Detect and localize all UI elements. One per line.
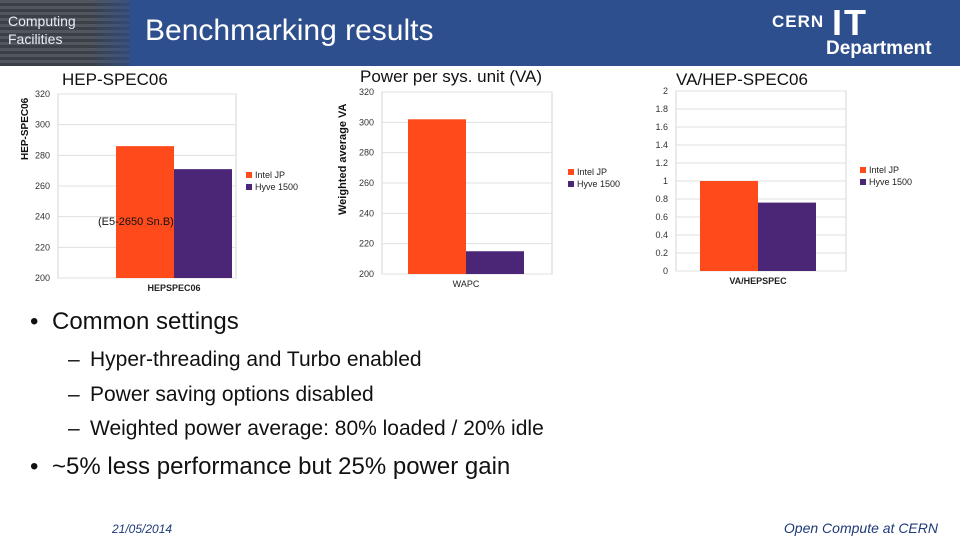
hepspec-panel-title: HEP-SPEC06 xyxy=(62,70,168,89)
bullet-common-settings: • Common settings xyxy=(30,308,239,336)
y-tick-label: 0 xyxy=(663,266,668,276)
x-category-label: HEPSPEC06 xyxy=(147,283,200,293)
hepspec-chart: 200 220 240 260 280 300 320 HEPSPEC06 Intel JP Hy… xyxy=(35,89,298,293)
y-tick-label: 1.8 xyxy=(655,104,668,114)
y-tick-label: 300 xyxy=(35,120,50,130)
y-tick-label: 0.4 xyxy=(655,230,668,240)
sub-bullet: – Power saving options disabled xyxy=(68,383,374,407)
sub-bullet-text: Weighted power average: 80% loaded / 20%… xyxy=(90,417,544,440)
bullet-marker: • xyxy=(30,308,39,335)
legend-label: Intel JP xyxy=(869,165,899,175)
header-bar: Computing Facilities Benchmarking result… xyxy=(0,0,960,66)
y-tick-label: 0.2 xyxy=(655,248,668,258)
legend-label: Intel JP xyxy=(577,167,607,177)
y-tick-label: 320 xyxy=(359,87,374,97)
x-category-label: VA/HEPSPEC xyxy=(729,276,787,286)
y-tick-label: 280 xyxy=(35,150,50,160)
dash-marker: – xyxy=(68,417,80,440)
sub-bullet: – Hyper-threading and Turbo enabled xyxy=(68,348,422,372)
y-tick-label: 1.6 xyxy=(655,122,668,132)
legend-swatch xyxy=(246,172,252,178)
bar-intel-jp xyxy=(408,119,466,274)
y-tick-label: 200 xyxy=(35,273,50,283)
header-pattern xyxy=(0,0,170,66)
y-tick-label: 0.6 xyxy=(655,212,668,222)
legend-swatch xyxy=(568,181,574,187)
y-tick-label: 300 xyxy=(359,117,374,127)
y-tick-label: 220 xyxy=(35,242,50,252)
legend-label: Hyve 1500 xyxy=(577,179,620,189)
y-tick-label: 1.2 xyxy=(655,158,668,168)
y-tick-label: 200 xyxy=(359,269,374,279)
legend-label: Intel JP xyxy=(255,170,285,180)
y-tick-label: 280 xyxy=(359,148,374,158)
logo-cern: CERN xyxy=(772,12,825,31)
sub-bullet-text: Hyper-threading and Turbo enabled xyxy=(90,348,422,371)
y-tick-label: 0.8 xyxy=(655,194,668,204)
logo-department: Department xyxy=(826,38,932,59)
y-tick-label: 220 xyxy=(359,239,374,249)
bar-intel-jp xyxy=(116,146,174,278)
power-panel-title: Power per sys. unit (VA) xyxy=(360,67,543,86)
y-tick-label: 260 xyxy=(359,178,374,188)
y-tick-label: 240 xyxy=(35,212,50,222)
legend-swatch xyxy=(246,184,252,190)
legend-swatch xyxy=(860,179,866,185)
footer-event: Open Compute at CERN xyxy=(783,520,938,536)
ratio-chart: 0 0.2 0.4 0.6 0.8 1 1.2 1.4 1.6 1.8 2 VA/HEPSPEC Int… xyxy=(655,86,912,286)
y-tick-label: 1 xyxy=(663,176,668,186)
y-tick-label: 2 xyxy=(663,86,668,96)
dash-marker: – xyxy=(68,348,80,371)
legend-swatch xyxy=(860,167,866,173)
hepspec-annotation: (E5-2650 Sn.B) xyxy=(98,216,174,228)
slide-title: Benchmarking results xyxy=(145,14,434,47)
x-category-label: WAPC xyxy=(453,279,480,289)
bar-hyve-1500 xyxy=(758,202,816,271)
y-tick-label: 1.4 xyxy=(655,140,668,150)
y-tick-label: 260 xyxy=(35,181,50,191)
legend-label: Hyve 1500 xyxy=(255,182,298,192)
legend-swatch xyxy=(568,169,574,175)
bullet-marker: • xyxy=(30,453,39,480)
ratio-panel-title: VA/HEP-SPEC06 xyxy=(676,70,808,89)
bullet-performance: • ~5% less performance but 25% power gain xyxy=(30,453,510,481)
logo-it: IT xyxy=(832,2,868,43)
sub-bullet-text: Power saving options disabled xyxy=(90,383,374,406)
cern-it-logo: CERN IT Department xyxy=(772,2,952,60)
department-label: Computing Facilities xyxy=(8,13,76,47)
y-tick-label: 240 xyxy=(359,208,374,218)
bar-intel-jp xyxy=(700,181,758,271)
footer-date: 21/05/2014 xyxy=(112,522,173,536)
y-tick-label: 320 xyxy=(35,89,50,99)
bullet-text: Common settings xyxy=(52,308,239,335)
legend-label: Hyve 1500 xyxy=(869,177,912,187)
bar-hyve-1500 xyxy=(174,169,232,278)
dash-marker: – xyxy=(68,383,80,406)
bullet-text: ~5% less performance but 25% power gain xyxy=(52,453,511,480)
bar-hyve-1500 xyxy=(466,251,524,274)
sub-bullet: – Weighted power average: 80% loaded / 20… xyxy=(68,417,544,441)
power-chart: 200 220 240 260 280 300 320 WAPC Intel JP Hyve 15… xyxy=(359,87,620,289)
